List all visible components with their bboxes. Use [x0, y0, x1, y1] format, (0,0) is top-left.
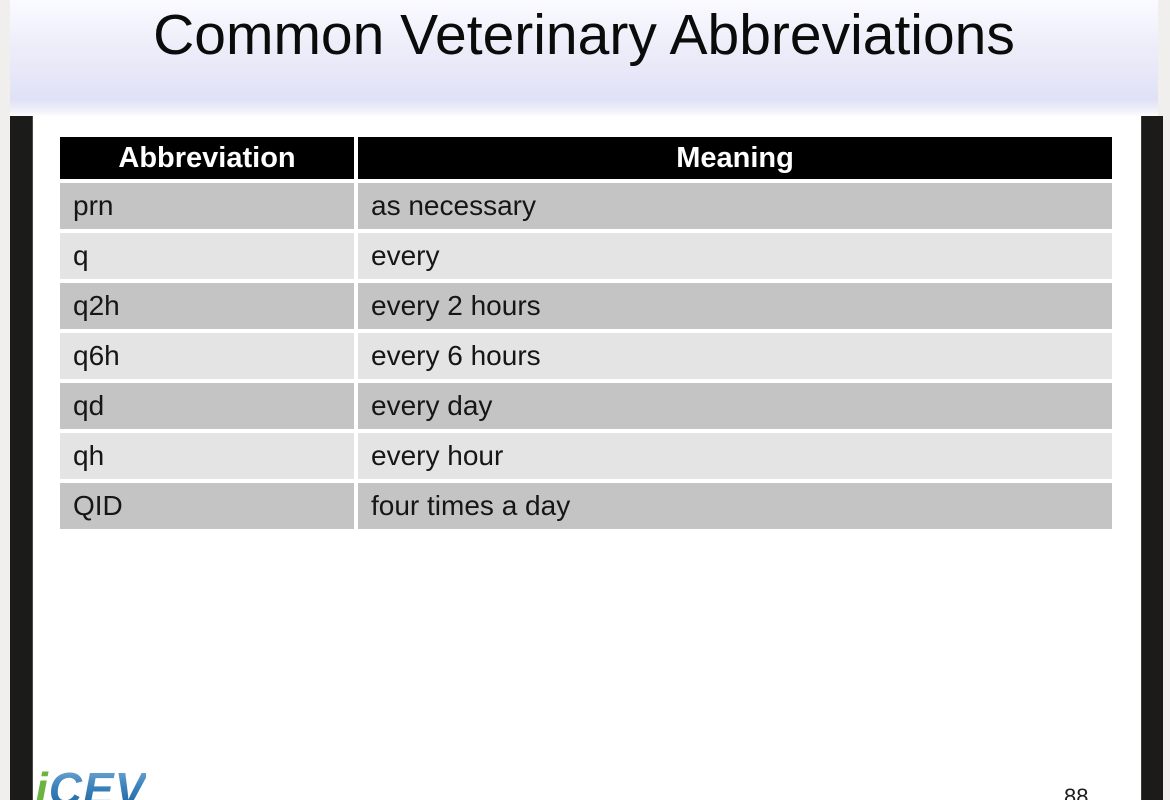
slide-page-number: 88	[1064, 784, 1089, 800]
cell-abbr: qd	[60, 383, 354, 429]
slide-title: Common Veterinary Abbreviations	[153, 3, 1015, 67]
viewer-frame-left	[10, 116, 33, 800]
cell-meaning: every 6 hours	[358, 333, 1112, 379]
viewer-frame-right	[1141, 116, 1163, 800]
cell-abbr: qh	[60, 433, 354, 479]
icev-logo-cev: CEV	[49, 763, 147, 800]
slide-body: Abbreviation Meaning prn as necessary q …	[33, 116, 1141, 800]
icev-logo: iCEV	[35, 766, 146, 800]
cell-meaning: four times a day	[358, 483, 1112, 529]
cell-meaning: every hour	[358, 433, 1112, 479]
column-header-meaning: Meaning	[358, 137, 1112, 179]
cell-meaning: as necessary	[358, 183, 1112, 229]
column-header-abbreviation: Abbreviation	[60, 137, 354, 179]
icev-logo-i: i	[35, 763, 49, 800]
cell-abbr: q	[60, 233, 354, 279]
cell-abbr: q6h	[60, 333, 354, 379]
slide-title-band: Common Veterinary Abbreviations	[10, 0, 1158, 116]
cell-abbr: q2h	[60, 283, 354, 329]
cell-abbr: prn	[60, 183, 354, 229]
cell-abbr: QID	[60, 483, 354, 529]
cell-meaning: every 2 hours	[358, 283, 1112, 329]
cell-meaning: every day	[358, 383, 1112, 429]
abbreviations-table: Abbreviation Meaning prn as necessary q …	[60, 137, 1112, 529]
cell-meaning: every	[358, 233, 1112, 279]
